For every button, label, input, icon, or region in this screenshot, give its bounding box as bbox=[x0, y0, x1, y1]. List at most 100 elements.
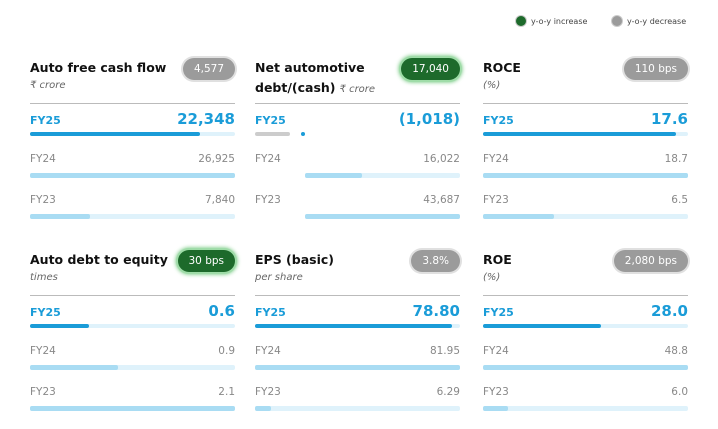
value-bar bbox=[30, 324, 89, 328]
row-label: FY25 bbox=[483, 114, 514, 127]
kpi-card: EPS (basic) per share 3.8% FY25 78.80 FY24 81.… bbox=[255, 250, 460, 415]
card-title: EPS (basic) per share bbox=[255, 250, 395, 286]
change-badge: 4,577 bbox=[182, 58, 235, 80]
value-bar bbox=[483, 173, 688, 178]
row-label: FY24 bbox=[483, 153, 509, 165]
value-bar bbox=[483, 214, 555, 219]
bar-track bbox=[255, 132, 290, 136]
value-bar bbox=[305, 173, 362, 178]
unit: (%) bbox=[483, 272, 501, 283]
kpi-card: Auto free cash flow ₹ crore 4,577 FY25 22,34… bbox=[30, 58, 235, 223]
legend-item: y-o-y decrease bbox=[612, 16, 686, 26]
divider bbox=[483, 295, 688, 296]
value-bar bbox=[483, 132, 676, 136]
row-label: FY23 bbox=[483, 194, 509, 206]
row-value: (1,018) bbox=[398, 110, 460, 128]
card-title: Auto free cash flow ₹ crore bbox=[30, 58, 170, 94]
row-value: 22,348 bbox=[177, 110, 235, 128]
value-bar bbox=[255, 406, 271, 411]
divider bbox=[30, 103, 235, 104]
legend-label: y-o-y decrease bbox=[627, 16, 687, 26]
row-value: 7,840 bbox=[204, 194, 235, 206]
card-title: Net automotive debt/(cash) ₹ crore bbox=[255, 58, 405, 98]
value-bar bbox=[255, 324, 453, 328]
unit: (%) bbox=[483, 80, 501, 91]
change-badge: 2,080 bps bbox=[613, 250, 688, 272]
row-value: 18.7 bbox=[664, 153, 688, 165]
row-value: 48.8 bbox=[664, 345, 688, 357]
bar-track bbox=[30, 365, 235, 370]
kpi-card: Net automotive debt/(cash) ₹ crore 17,040 F… bbox=[255, 58, 460, 223]
change-badge: 3.8% bbox=[411, 250, 460, 272]
row-value: 28.0 bbox=[650, 302, 688, 320]
legend-label: y-o-y increase bbox=[531, 16, 588, 26]
row-label: FY23 bbox=[30, 386, 56, 398]
row-label: FY25 bbox=[483, 306, 514, 319]
value-bar bbox=[30, 132, 201, 136]
legend-dot bbox=[612, 16, 622, 26]
unit: per share bbox=[255, 272, 303, 283]
title-text: Net automotive debt/(cash) bbox=[255, 60, 365, 95]
row-label: FY24 bbox=[30, 153, 56, 165]
title-text: EPS (basic) bbox=[255, 252, 334, 267]
bar-track bbox=[483, 214, 688, 219]
change-badge: 30 bps bbox=[177, 250, 235, 272]
row-label: FY24 bbox=[30, 345, 56, 357]
divider bbox=[255, 103, 460, 104]
divider bbox=[255, 295, 460, 296]
value-bar bbox=[30, 214, 90, 219]
row-label: FY23 bbox=[255, 194, 281, 206]
kpi-card: ROCE (%) 110 bps FY25 17.6 FY24 18.7 FY23 6.5 bbox=[483, 58, 688, 223]
row-label: FY25 bbox=[255, 114, 286, 127]
unit: times bbox=[30, 272, 58, 283]
kpi-card: Auto debt to equity times 30 bps FY25 0.6 FY2… bbox=[30, 250, 235, 415]
row-value: 81.95 bbox=[429, 345, 460, 357]
value-bar bbox=[483, 365, 688, 370]
card-title: ROCE (%) bbox=[483, 58, 623, 94]
legend-dot bbox=[516, 16, 526, 26]
value-bar bbox=[30, 406, 235, 411]
value-bar bbox=[30, 173, 235, 178]
row-value: 6.0 bbox=[671, 386, 688, 398]
row-value: 6.29 bbox=[436, 386, 460, 398]
bar-track bbox=[30, 324, 235, 328]
row-value: 43,687 bbox=[423, 194, 460, 206]
bar-track bbox=[255, 406, 460, 411]
value-bar bbox=[305, 214, 460, 219]
unit: ₹ crore bbox=[339, 84, 376, 95]
row-label: FY23 bbox=[255, 386, 281, 398]
row-label: FY24 bbox=[483, 345, 509, 357]
value-bar bbox=[483, 324, 601, 328]
title-text: ROE bbox=[483, 252, 512, 267]
change-badge: 17,040 bbox=[401, 58, 460, 80]
divider bbox=[30, 295, 235, 296]
row-label: FY25 bbox=[255, 306, 286, 319]
row-value: 78.80 bbox=[412, 302, 460, 320]
card-title: ROE (%) bbox=[483, 250, 623, 286]
row-label: FY24 bbox=[255, 153, 281, 165]
value-bar bbox=[255, 365, 460, 370]
row-label: FY25 bbox=[30, 114, 61, 127]
row-label: FY23 bbox=[483, 386, 509, 398]
row-value: 0.9 bbox=[218, 345, 235, 357]
value-bar bbox=[30, 365, 118, 370]
row-label: FY24 bbox=[255, 345, 281, 357]
bar-track bbox=[305, 173, 460, 178]
row-label: FY23 bbox=[30, 194, 56, 206]
title-text: Auto free cash flow bbox=[30, 60, 167, 75]
divider bbox=[483, 103, 688, 104]
value-bar bbox=[483, 406, 509, 411]
row-value: 2.1 bbox=[218, 386, 235, 398]
row-label: FY25 bbox=[30, 306, 61, 319]
row-value: 6.5 bbox=[671, 194, 688, 206]
card-title: Auto debt to equity times bbox=[30, 250, 170, 286]
value-bar bbox=[301, 132, 305, 136]
row-value: 26,925 bbox=[198, 153, 235, 165]
legend-item: y-o-y increase bbox=[516, 16, 587, 26]
row-value: 16,022 bbox=[423, 153, 460, 165]
row-value: 17.6 bbox=[650, 110, 688, 128]
kpi-card: ROE (%) 2,080 bps FY25 28.0 FY24 48.8 FY23 6.0 bbox=[483, 250, 688, 415]
unit: ₹ crore bbox=[30, 80, 66, 91]
row-value: 0.6 bbox=[208, 302, 235, 320]
